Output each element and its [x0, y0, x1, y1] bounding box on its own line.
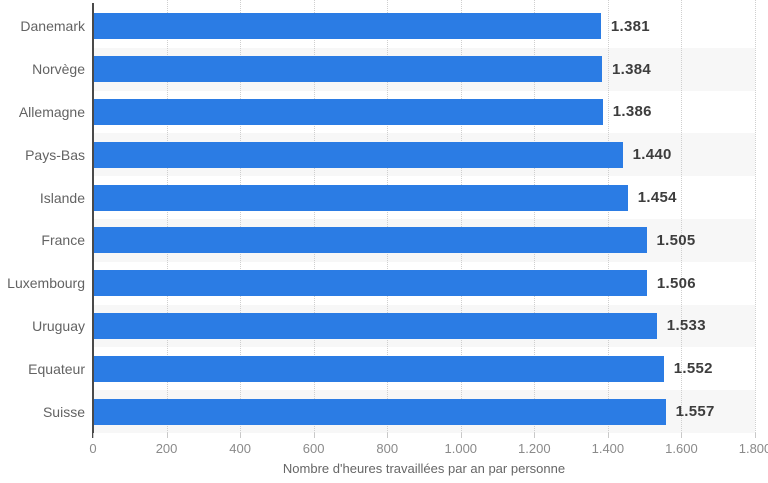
x-axis-tick-label: 600: [302, 441, 325, 456]
x-axis-tick-label: 400: [229, 441, 251, 456]
x-axis-tick-label: 1.600: [665, 441, 698, 456]
gridline: [313, 0, 315, 433]
category-label: Norvège: [32, 61, 85, 78]
x-axis-tick: [387, 433, 389, 438]
gridline: [387, 0, 389, 433]
bar: [93, 13, 601, 40]
bar-row: 1.384: [93, 48, 755, 91]
x-axis-tick: [313, 433, 315, 438]
bar: [93, 56, 602, 83]
bar: [93, 227, 647, 254]
x-axis-tick-label: 1.000: [444, 441, 478, 456]
bar-value-label: 1.381: [610, 17, 650, 35]
bar-row: 1.505: [93, 219, 755, 262]
gridline: [607, 0, 609, 433]
x-axis-tick: [681, 433, 683, 438]
bar-row: 1.440: [93, 133, 755, 176]
x-axis-tick-label: 800: [376, 441, 399, 456]
category-label: France: [41, 232, 85, 249]
x-axis-tick: [460, 433, 462, 438]
category-labels: Danemark Norvège Allemagne Pays-Bas Islande F…: [0, 5, 85, 433]
category-label: Luxembourg: [7, 275, 85, 292]
bar-value-label: 1.384: [612, 60, 652, 78]
x-axis-tick: [607, 433, 609, 438]
bar-row: 1.381: [93, 5, 755, 48]
x-axis-tick-label: 1.800: [738, 441, 768, 456]
bar-value-label: 1.557: [675, 403, 715, 421]
category-label: Allemagne: [18, 103, 85, 120]
bar: [93, 141, 623, 168]
bar: [93, 312, 657, 339]
plot-area: 1.381 1.384 1.386 1.440 1.454 1.505 1.506 1.533…: [93, 0, 756, 433]
category-label: Uruguay: [32, 317, 85, 334]
x-axis-tick-label: 1.200: [518, 441, 551, 456]
gridline: [240, 0, 242, 433]
bar: [93, 355, 664, 382]
gridline: [534, 0, 536, 433]
category-label: Islande: [39, 189, 85, 206]
x-axis-tick: [534, 433, 536, 438]
x-axis-tick-label: 1.400: [591, 441, 625, 456]
bar-row: 1.557: [93, 390, 755, 433]
gridline: [460, 0, 462, 433]
bar: [93, 398, 666, 425]
bar-value-label: 1.506: [656, 274, 696, 292]
gridline: [755, 0, 756, 433]
x-axis-tick: [755, 433, 756, 438]
x-axis-tick-label: 0: [89, 441, 97, 456]
bar-value-label: 1.454: [637, 189, 677, 207]
bar-value-label: 1.552: [673, 360, 713, 378]
bar-value-label: 1.440: [632, 146, 672, 164]
category-label: Danemark: [20, 18, 85, 35]
bar-row: 1.386: [93, 91, 755, 134]
x-axis-tick: [93, 433, 94, 438]
bar: [93, 184, 628, 211]
category-label: Equateur: [28, 360, 85, 377]
category-label: Pays-Bas: [25, 146, 85, 163]
bar-row: 1.552: [93, 347, 755, 390]
x-axis-tick-label: 200: [155, 441, 178, 456]
bar-value-label: 1.533: [666, 317, 706, 335]
x-axis-title: Nombre d'heures travaillées par an par p…: [282, 461, 566, 476]
bar: [93, 98, 603, 125]
bar: [93, 270, 647, 297]
category-label: Suisse: [42, 403, 85, 420]
bar-row: 1.506: [93, 262, 755, 305]
gridline: [681, 0, 683, 433]
y-axis-line: [92, 3, 94, 438]
x-axis-tick: [240, 433, 242, 438]
bar-value-label: 1.386: [612, 103, 652, 121]
bar-row: 1.454: [93, 176, 755, 219]
bar-value-label: 1.505: [656, 231, 696, 249]
gridline: [166, 0, 168, 433]
bars-container: 1.381 1.384 1.386 1.440 1.454 1.505 1.506 1.533…: [93, 5, 755, 433]
x-axis-tick: [166, 433, 168, 438]
bar-row: 1.533: [93, 305, 755, 348]
